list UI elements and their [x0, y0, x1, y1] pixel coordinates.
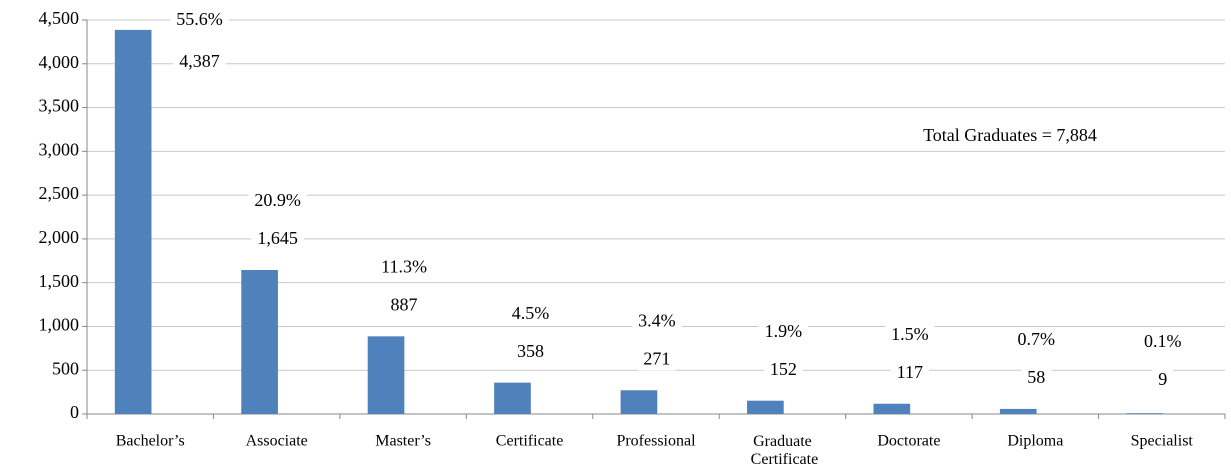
x-tick-label: Specialist [1131, 433, 1194, 450]
share-label-background [248, 188, 307, 213]
bar [1126, 413, 1164, 414]
share-label: 0.1% [1144, 331, 1182, 351]
share-label: 3.4% [638, 310, 676, 330]
y-tick-label: 2,500 [39, 183, 80, 203]
value-label-background [510, 338, 550, 363]
value-label: 152 [770, 359, 797, 379]
value-label-background [1152, 367, 1174, 392]
y-tick-label: 4,000 [39, 52, 80, 72]
value-label: 117 [897, 362, 923, 382]
share-label-background [1137, 329, 1188, 354]
bar [494, 382, 531, 414]
value-label-background [384, 292, 424, 317]
y-tick-label: 3,500 [39, 96, 80, 116]
x-tick-label: Certificate [496, 433, 564, 450]
value-label: 271 [643, 348, 670, 368]
annotation-background [917, 123, 1103, 148]
y-tick-label: 0 [70, 402, 79, 422]
x-tick-label: Associate [246, 433, 308, 450]
share-label-background [505, 300, 556, 325]
x-tick-label: Doctorate [877, 433, 940, 450]
share-label-background [758, 318, 809, 343]
y-tick-label: 2,000 [39, 227, 80, 247]
y-tick-label: 1,000 [39, 315, 80, 335]
annotation: Total Graduates = 7,884 [923, 125, 1097, 145]
bar [873, 403, 911, 414]
value-label: 1,645 [257, 228, 298, 248]
value-label-background [890, 359, 929, 384]
value-label: 4,387 [179, 51, 220, 71]
value-label-background [1021, 365, 1052, 390]
share-label-background [632, 308, 682, 333]
value-label-background [637, 346, 677, 371]
share-label: 1.5% [891, 324, 929, 344]
value-label: 9 [1158, 369, 1167, 389]
marks [114, 29, 1164, 415]
y-tick-label: 1,500 [39, 271, 80, 291]
share-label: 4.5% [512, 303, 550, 323]
share-label-background [375, 254, 433, 279]
value-label: 887 [391, 294, 418, 314]
share-label-background [170, 7, 229, 32]
value-label-background [173, 49, 226, 74]
share-label-background [1011, 327, 1062, 352]
value-label-background [251, 226, 304, 251]
share-label: 11.3% [381, 256, 427, 276]
value-label: 58 [1027, 367, 1045, 387]
share-label: 55.6% [176, 9, 223, 29]
bar [114, 29, 152, 415]
y-tick-label: 500 [52, 358, 79, 378]
bar [241, 269, 278, 414]
share-label: 0.7% [1018, 329, 1056, 349]
share-label: 20.9% [254, 190, 301, 210]
bar [620, 390, 658, 414]
x-tick-label: Master’s [375, 433, 431, 450]
share-label: 1.9% [765, 321, 803, 341]
bar [747, 400, 784, 414]
x-tick-label: Professional [616, 433, 696, 450]
y-tick-label: 3,000 [39, 139, 80, 159]
x-tick-label: Bachelor’s [116, 433, 185, 450]
value-label: 358 [517, 341, 544, 361]
y-tick-label: 4,500 [39, 8, 80, 28]
bar [999, 408, 1037, 414]
value-label-background [763, 356, 803, 381]
labels: 0 500 1,000 1,500 2,000 2,500 3,000 3,500 4,000 4… [39, 7, 1194, 468]
x-tick-label: Graduate Certificate [747, 433, 819, 468]
share-label-background [885, 321, 935, 346]
x-tick-label: Diploma [1007, 433, 1063, 450]
bar [367, 336, 405, 414]
